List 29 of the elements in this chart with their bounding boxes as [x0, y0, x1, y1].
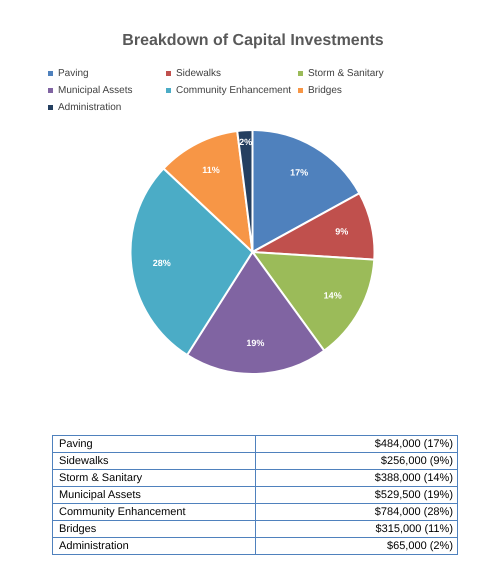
data-label: 2% [239, 136, 252, 147]
category-label: Storm & Sanitary [59, 472, 142, 484]
data-label: 17% [290, 168, 308, 178]
data-label: 11% [202, 164, 220, 175]
data-label: 9% [335, 226, 348, 237]
legend-label: Paving [58, 68, 89, 79]
text: $315,000 (11%) [255, 520, 458, 538]
legend-label: Storm & Sanitary [308, 68, 384, 79]
text: $388,000 (14%) [255, 470, 458, 486]
legend-label: Bridges [308, 85, 342, 96]
category-label: Paving [59, 438, 93, 450]
category-label: Municipal Assets [59, 489, 141, 501]
text: $784,000 (28%) [255, 504, 458, 520]
text: $484,000 (17%) [255, 436, 458, 452]
category-label: Sidewalks [59, 455, 109, 467]
text: $256,000 (9%) [255, 452, 458, 470]
category-label: Administration [59, 540, 129, 552]
legend-label: Municipal Assets [58, 85, 132, 96]
data-label: 14% [324, 290, 342, 301]
chart-title: Breakdown of Capital Investments [121, 32, 385, 50]
text: $529,500 (19%) [255, 486, 458, 504]
data-label: 19% [246, 338, 264, 348]
category-label: Bridges [59, 523, 96, 535]
legend-label: Sidewalks [176, 68, 222, 79]
data-label: 28% [152, 258, 171, 268]
legend-label: Administration [58, 102, 122, 113]
category-label: Community Enhancement [59, 506, 186, 518]
text: $65,000 (2%) [255, 538, 458, 554]
legend-label: Community Enhancement [176, 85, 292, 96]
